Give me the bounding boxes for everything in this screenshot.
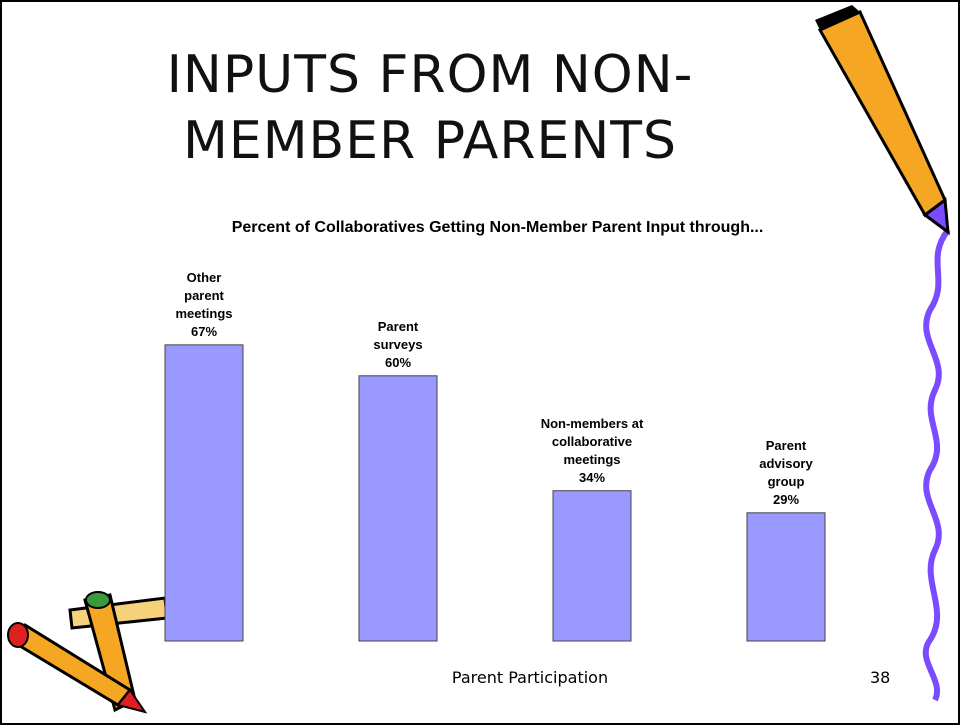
bar bbox=[746, 512, 826, 642]
bar bbox=[552, 490, 632, 642]
slide-title: INPUTS FROM NON-MEMBER PARENTS bbox=[166, 45, 694, 171]
value-label: 29% bbox=[772, 491, 800, 507]
page-number: 38 bbox=[870, 668, 891, 687]
value-label: 34% bbox=[578, 469, 606, 485]
bar bbox=[164, 344, 244, 642]
footer: Parent Participation bbox=[451, 668, 609, 687]
chart-title: Percent of Collaboratives Getting Non-Me… bbox=[231, 219, 764, 236]
category-label: Other parent meetings bbox=[175, 269, 233, 321]
decor-pencils bbox=[7, 591, 169, 714]
category-label: Non-members at collaborative meetings bbox=[540, 415, 644, 467]
value-label: 60% bbox=[384, 354, 412, 370]
category-label: Parent advisory group bbox=[759, 437, 813, 489]
bar bbox=[358, 375, 438, 642]
category-label: Parent surveys bbox=[373, 318, 423, 352]
value-label: 67% bbox=[190, 323, 218, 339]
bar-label: Other parent meetings 67% bbox=[168, 269, 240, 341]
bar-label: Parent surveys 60% bbox=[362, 318, 434, 372]
decor-pencil bbox=[815, 5, 950, 236]
bar-label: Non-members at collaborative meetings 34% bbox=[527, 415, 657, 487]
decor-squiggle bbox=[922, 228, 951, 702]
bar-label: Parent advisory group 29% bbox=[750, 437, 822, 509]
